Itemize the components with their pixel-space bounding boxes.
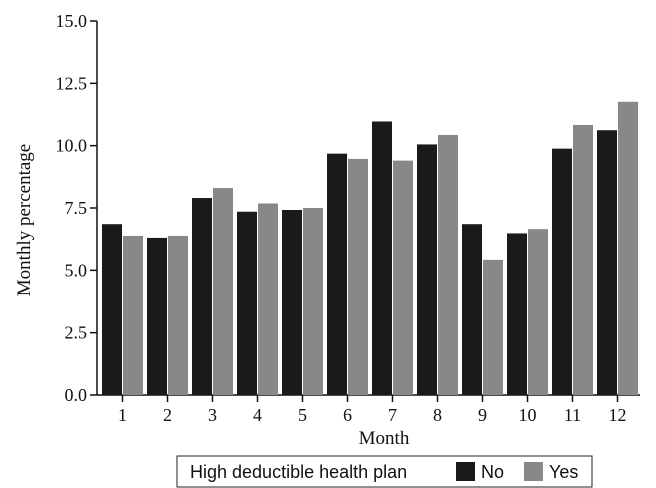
x-tick-label: 11	[564, 405, 581, 425]
y-axis-title: Monthly percentage	[14, 144, 35, 296]
x-tick-label: 3	[208, 405, 217, 425]
x-axis-title: Month	[359, 428, 410, 449]
x-tick-label: 5	[298, 405, 307, 425]
x-tick-label: 7	[388, 405, 397, 425]
x-tick-label: 8	[433, 405, 442, 425]
x-tick-label: 6	[343, 405, 352, 425]
bar-yes-month-11	[573, 124, 593, 396]
y-tick-label: 15.0	[56, 11, 88, 31]
bar-no-month-2	[147, 237, 167, 395]
bar-no-month-10	[507, 233, 527, 395]
bar-no-month-5	[282, 209, 302, 395]
x-tick-label: 1	[118, 405, 127, 425]
legend-title: High deductible health plan	[190, 462, 407, 482]
x-tick-label: 4	[253, 405, 262, 425]
legend: High deductible health plan No Yes	[176, 455, 593, 488]
bar-no-month-12	[597, 130, 617, 395]
legend-label-no: No	[481, 462, 504, 482]
y-tick-label: 12.5	[56, 73, 88, 93]
x-tick-label: 2	[163, 405, 172, 425]
x-axis: 1 2 3 4 5 6 7 8 9 10 11 12	[97, 394, 640, 425]
bar-yes-month-9	[483, 259, 503, 395]
bar-yes-month-10	[528, 229, 548, 395]
bar-no-month-6	[327, 153, 347, 395]
bar-no-month-3	[192, 198, 212, 395]
legend-label-yes: Yes	[549, 462, 578, 482]
bar-yes-month-2	[168, 235, 188, 395]
x-tick-label: 9	[478, 405, 487, 425]
y-tick-label: 2.5	[65, 323, 88, 343]
legend-frame	[176, 455, 593, 488]
bar-yes-month-4	[258, 203, 278, 395]
bar-yes-month-5	[303, 208, 323, 395]
bar-yes-month-3	[213, 188, 233, 395]
x-tick-label: 10	[519, 405, 537, 425]
bar-yes-month-1	[123, 235, 143, 395]
bar-yes-month-6	[348, 158, 368, 395]
legend-swatch-yes	[524, 462, 543, 481]
y-tick-label: 7.5	[65, 198, 88, 218]
bars-group	[102, 101, 638, 396]
y-tick-label: 10.0	[56, 136, 88, 156]
bar-no-month-11	[552, 148, 572, 395]
bar-no-month-1	[102, 224, 122, 395]
bar-no-month-4	[237, 211, 257, 395]
bar-yes-month-8	[438, 134, 458, 396]
bar-no-month-9	[462, 224, 482, 395]
bar-yes-month-12	[618, 101, 638, 395]
bar-yes-month-7	[393, 160, 413, 395]
x-tick-label: 12	[609, 405, 627, 425]
legend-swatch-no	[456, 462, 475, 481]
y-axis: 0.0 2.5 5.0 7.5 10.0 12.5 15.0	[56, 11, 98, 405]
bar-no-month-7	[372, 121, 392, 396]
y-tick-label: 0.0	[65, 385, 88, 405]
y-tick-label: 5.0	[65, 260, 88, 280]
bar-no-month-8	[417, 144, 437, 395]
